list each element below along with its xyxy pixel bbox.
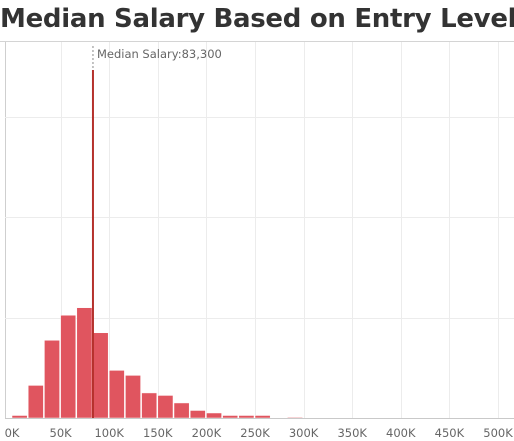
histogram-bars <box>11 307 303 419</box>
histogram-bar <box>92 332 109 419</box>
median-reference: Median Salary:83,300 <box>91 46 222 418</box>
histogram-bar <box>125 375 141 419</box>
x-tick-label: 100K <box>94 426 124 440</box>
histogram-bar <box>157 395 174 419</box>
histogram-bar <box>238 415 255 419</box>
x-tick-label: 400K <box>386 426 416 440</box>
x-axis: 0K 50K 100K 150K 200K 250K 300K 350K 400K 450K 500… <box>5 418 514 440</box>
x-tick-label: 0K <box>5 426 20 440</box>
histogram-bar <box>76 307 93 419</box>
x-tick-label: 50K <box>50 426 73 440</box>
x-tick-label: 450K <box>435 426 465 440</box>
x-tick-label: 250K <box>240 426 270 440</box>
histogram-bar <box>108 370 125 419</box>
histogram-bar <box>254 415 271 419</box>
histogram-bar <box>206 412 222 419</box>
x-tick-label: 300K <box>289 426 319 440</box>
title-bar: Median Salary Based on Entry Level <box>0 0 514 42</box>
histogram-bar <box>222 415 239 419</box>
x-tick-label: 500K <box>483 426 513 440</box>
x-tick-label: 350K <box>337 426 367 440</box>
histogram-bar <box>173 402 190 419</box>
histogram-bar <box>44 340 60 419</box>
histogram-bar <box>287 416 303 419</box>
histogram-bar <box>27 385 44 419</box>
histogram-bar <box>141 392 158 419</box>
histogram-bar <box>189 410 206 419</box>
histogram-bar <box>60 314 77 419</box>
median-reference-label: Median Salary:83,300 <box>97 47 222 61</box>
x-tick-label: 150K <box>143 426 173 440</box>
histogram-bar <box>11 415 28 419</box>
x-tick-label: 200K <box>192 426 222 440</box>
chart-title: Median Salary Based on Entry Level <box>0 4 514 34</box>
histogram-chart: Median Salary:83,300 0K 50K 100K 150K 200K 25… <box>5 42 514 440</box>
